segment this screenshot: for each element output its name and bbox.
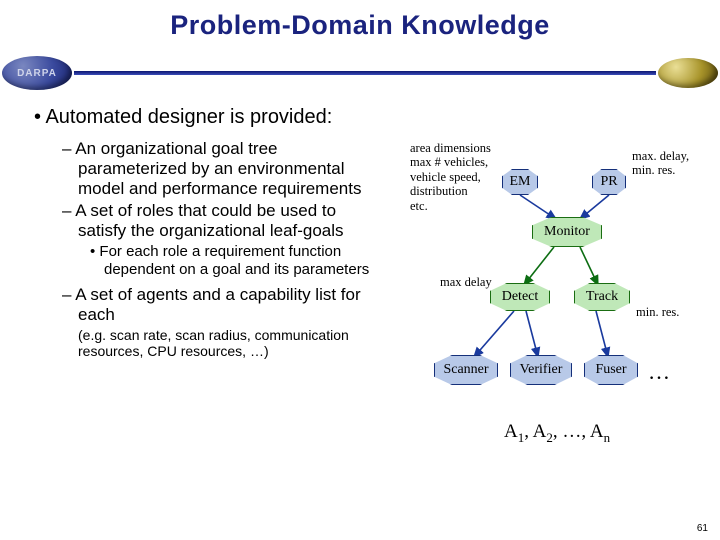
page-number: 61 (697, 523, 708, 534)
header: Problem-Domain Knowledge DARPA (0, 0, 720, 78)
node-verifier: Verifier (510, 355, 572, 385)
right-column: EMPRMonitorDetectTrackScannerVerifierFus… (384, 139, 704, 360)
annotation: area dimensions max # vehicles, vehicle … (410, 141, 510, 213)
annotation: max. delay, min. res. (632, 149, 702, 178)
list-item: A set of agents and a capability list fo… (62, 285, 384, 325)
left-column: An organizational goal tree parameterize… (34, 139, 384, 360)
node-detect: Detect (490, 283, 550, 311)
divider-line (74, 71, 656, 75)
diagram: EMPRMonitorDetectTrackScannerVerifierFus… (384, 139, 704, 459)
darpa-logo: DARPA (2, 56, 72, 90)
list-subitem: For each role a requirement function dep… (90, 243, 384, 278)
main-bullet: Automated designer is provided: (34, 106, 704, 129)
list-item: An organizational goal tree parameterize… (62, 139, 384, 199)
agents-line: A1, A2, …, An (504, 421, 610, 446)
node-track: Track (574, 283, 630, 311)
node-monitor: Monitor (532, 217, 602, 247)
annotation: min. res. (636, 305, 679, 319)
node-scanner: Scanner (434, 355, 498, 385)
list-item: A set of roles that could be used to sat… (62, 201, 384, 241)
paren-note: (e.g. scan rate, scan radius, communicat… (78, 327, 384, 360)
ellipsis: … (648, 359, 670, 385)
divider: DARPA (0, 56, 720, 90)
right-logo (658, 58, 718, 88)
page-title: Problem-Domain Knowledge (0, 10, 720, 41)
node-fuser: Fuser (584, 355, 638, 385)
annotation: max delay (440, 275, 492, 289)
node-pr: PR (592, 169, 626, 195)
content: Automated designer is provided: An organ… (34, 106, 704, 360)
